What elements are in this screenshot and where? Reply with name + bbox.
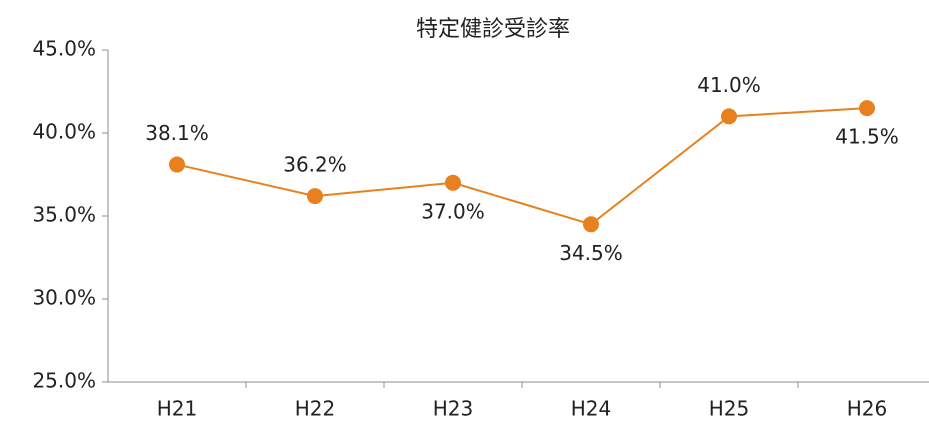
x-tick-label: H26 [847, 397, 888, 421]
x-tick-label: H24 [571, 397, 612, 421]
data-label: 38.1% [145, 121, 209, 145]
y-tick-label: 30.0% [32, 286, 96, 310]
x-tick-label: H25 [709, 397, 750, 421]
y-tick-label: 25.0% [32, 369, 96, 393]
x-tick-label: H21 [157, 397, 198, 421]
y-tick-label: 40.0% [32, 120, 96, 144]
point [445, 174, 461, 191]
point [307, 188, 323, 205]
x-tick-label: H22 [295, 397, 336, 421]
point [583, 216, 599, 233]
data-label: 37.0% [421, 199, 485, 223]
point [169, 156, 185, 173]
data-label: 34.5% [559, 241, 623, 265]
y-tick-label: 35.0% [32, 203, 96, 227]
line [176, 107, 868, 226]
y-tick-label: 45.0% [32, 37, 96, 61]
data-label: 41.5% [835, 125, 899, 149]
x-tick-label: H23 [433, 397, 474, 421]
data-label: 36.2% [283, 153, 347, 177]
data-label: 41.0% [697, 73, 761, 97]
point [859, 100, 875, 117]
point [721, 108, 737, 125]
chart-title: 特定健診受診率 [416, 17, 570, 42]
